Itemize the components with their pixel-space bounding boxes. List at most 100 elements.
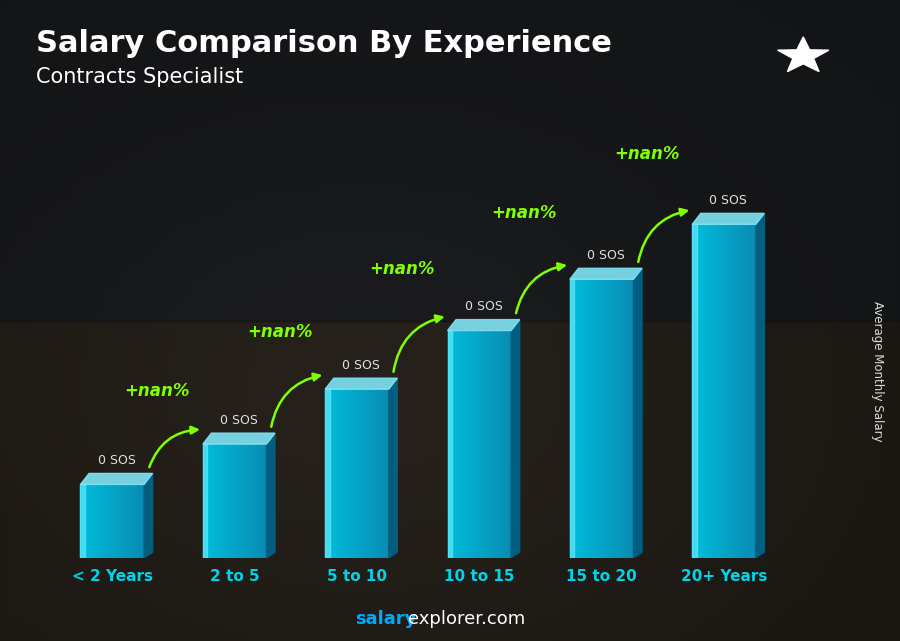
Bar bbox=[341, 389, 342, 558]
Bar bbox=[621, 279, 622, 558]
Bar bbox=[356, 389, 357, 558]
Bar bbox=[616, 279, 617, 558]
Bar bbox=[487, 331, 488, 558]
Bar bbox=[80, 485, 85, 558]
Bar bbox=[453, 331, 454, 558]
Polygon shape bbox=[692, 213, 764, 224]
Bar bbox=[202, 444, 207, 558]
Bar bbox=[701, 224, 702, 558]
Bar bbox=[105, 485, 106, 558]
Text: Salary Comparison By Experience: Salary Comparison By Experience bbox=[36, 29, 612, 58]
Text: +nan%: +nan% bbox=[247, 323, 312, 341]
Bar bbox=[615, 279, 616, 558]
Bar bbox=[739, 224, 740, 558]
Bar bbox=[367, 389, 369, 558]
Polygon shape bbox=[570, 269, 642, 279]
Bar bbox=[384, 389, 385, 558]
Bar bbox=[458, 331, 459, 558]
Bar bbox=[357, 389, 358, 558]
Bar bbox=[692, 224, 697, 558]
Bar bbox=[502, 331, 504, 558]
Bar bbox=[238, 444, 240, 558]
Bar bbox=[90, 485, 91, 558]
Bar bbox=[349, 389, 351, 558]
Bar bbox=[632, 279, 633, 558]
Bar bbox=[91, 485, 92, 558]
Bar bbox=[580, 279, 581, 558]
Bar bbox=[630, 279, 632, 558]
Bar bbox=[346, 389, 347, 558]
Bar bbox=[591, 279, 592, 558]
Bar bbox=[110, 485, 112, 558]
Bar bbox=[699, 224, 701, 558]
Bar bbox=[205, 444, 206, 558]
Bar bbox=[86, 485, 88, 558]
Bar bbox=[217, 444, 218, 558]
Bar bbox=[471, 331, 472, 558]
Bar bbox=[472, 331, 473, 558]
Bar bbox=[338, 389, 339, 558]
Bar bbox=[469, 331, 470, 558]
Bar bbox=[623, 279, 624, 558]
Bar bbox=[92, 485, 94, 558]
Polygon shape bbox=[447, 320, 519, 331]
Bar bbox=[114, 485, 115, 558]
Text: 0 SOS: 0 SOS bbox=[587, 249, 625, 262]
Bar bbox=[595, 279, 597, 558]
Bar bbox=[131, 485, 132, 558]
Bar bbox=[227, 444, 229, 558]
Bar bbox=[740, 224, 741, 558]
Bar bbox=[372, 389, 373, 558]
Text: 0 SOS: 0 SOS bbox=[709, 194, 747, 207]
Bar bbox=[133, 485, 135, 558]
Bar bbox=[482, 331, 483, 558]
Bar bbox=[714, 224, 715, 558]
Bar bbox=[710, 224, 711, 558]
Bar bbox=[102, 485, 103, 558]
Bar bbox=[729, 224, 731, 558]
Bar bbox=[107, 485, 108, 558]
Text: +nan%: +nan% bbox=[124, 382, 190, 400]
Bar bbox=[369, 389, 370, 558]
Bar bbox=[585, 279, 586, 558]
Text: Average Monthly Salary: Average Monthly Salary bbox=[871, 301, 884, 442]
Bar bbox=[204, 444, 205, 558]
Bar bbox=[731, 224, 732, 558]
Bar bbox=[121, 485, 122, 558]
Bar bbox=[253, 444, 254, 558]
Bar bbox=[725, 224, 726, 558]
Bar bbox=[141, 485, 142, 558]
Text: 0 SOS: 0 SOS bbox=[97, 454, 136, 467]
Bar bbox=[721, 224, 722, 558]
Bar bbox=[124, 485, 125, 558]
Bar bbox=[696, 224, 697, 558]
Bar bbox=[609, 279, 610, 558]
Bar bbox=[115, 485, 116, 558]
Bar bbox=[484, 331, 486, 558]
Bar bbox=[570, 279, 574, 558]
Bar bbox=[712, 224, 714, 558]
Bar bbox=[571, 279, 572, 558]
Bar bbox=[343, 389, 345, 558]
Bar bbox=[459, 331, 460, 558]
Bar bbox=[223, 444, 224, 558]
Bar bbox=[211, 444, 212, 558]
Polygon shape bbox=[325, 378, 397, 389]
Bar bbox=[474, 331, 475, 558]
Bar bbox=[498, 331, 499, 558]
Bar bbox=[143, 485, 144, 558]
Bar bbox=[728, 224, 729, 558]
Bar bbox=[753, 224, 755, 558]
Bar bbox=[336, 389, 337, 558]
Bar bbox=[703, 224, 704, 558]
Bar bbox=[456, 331, 457, 558]
Bar bbox=[626, 279, 627, 558]
Bar bbox=[495, 331, 496, 558]
Bar bbox=[119, 485, 120, 558]
Bar bbox=[698, 224, 699, 558]
Bar bbox=[588, 279, 589, 558]
Bar bbox=[620, 279, 621, 558]
Bar bbox=[510, 331, 511, 558]
Bar bbox=[0, 320, 900, 641]
Bar bbox=[106, 485, 107, 558]
